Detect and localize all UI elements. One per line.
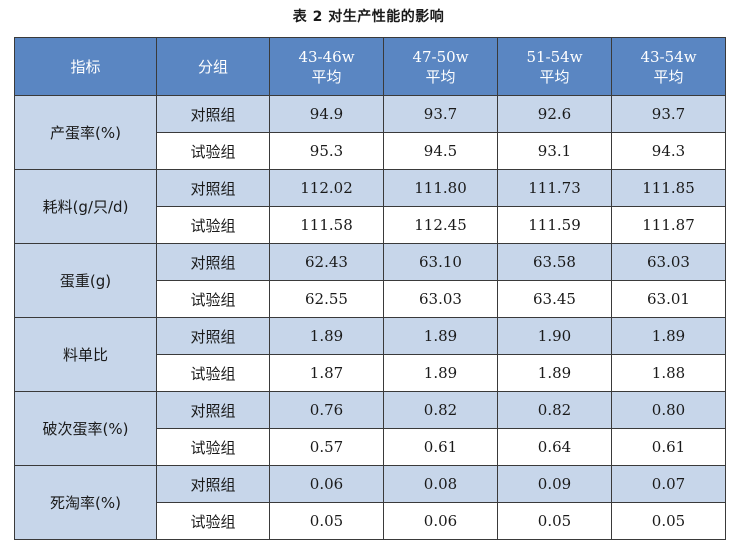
value-cell: 1.89 <box>383 317 498 355</box>
group-cell: 试验组 <box>156 206 270 244</box>
group-cell: 试验组 <box>156 132 270 170</box>
value-cell: 63.58 <box>497 243 612 281</box>
value-cell: 93.1 <box>497 132 612 170</box>
value-cell: 63.10 <box>383 243 498 281</box>
group-cell: 试验组 <box>156 354 270 392</box>
value-cell: 94.5 <box>383 132 498 170</box>
value-cell: 62.43 <box>269 243 384 281</box>
value-cell: 0.05 <box>611 502 726 540</box>
value-cell: 94.9 <box>269 95 384 133</box>
value-cell: 63.03 <box>383 280 498 318</box>
value-cell: 63.01 <box>611 280 726 318</box>
table-row: 试验组 1.87 1.89 1.89 1.88 <box>15 354 726 392</box>
metric-cell: 产蛋率(%) <box>14 95 157 170</box>
value-cell: 0.06 <box>383 502 498 540</box>
value-cell: 62.55 <box>269 280 384 318</box>
table-row: 试验组 62.55 63.03 63.45 63.01 <box>15 280 726 318</box>
group-cell: 试验组 <box>156 428 270 466</box>
value-cell: 63.45 <box>497 280 612 318</box>
value-cell: 95.3 <box>269 132 384 170</box>
value-cell: 111.59 <box>497 206 612 244</box>
value-cell: 1.89 <box>383 354 498 392</box>
metric-cell: 耗料(g/只/d) <box>14 169 157 244</box>
value-cell: 63.03 <box>611 243 726 281</box>
value-cell: 0.07 <box>611 465 726 503</box>
header-period-sub: 平均 <box>539 67 570 86</box>
value-cell: 0.05 <box>269 502 384 540</box>
table-row: 料单比 对照组 1.89 1.89 1.90 1.89 <box>14 317 726 392</box>
metric-cell: 破次蛋率(%) <box>14 391 157 466</box>
value-cell: 112.45 <box>383 206 498 244</box>
header-period-2: 47-50w 平均 <box>383 37 498 96</box>
metric-cell: 料单比 <box>14 317 157 392</box>
value-cell: 0.76 <box>269 391 384 429</box>
table-row: 耗料(g/只/d) 对照组 112.02 111.80 111.73 111.8… <box>14 169 726 244</box>
table-row: 破次蛋率(%) 对照组 0.76 0.82 0.82 0.80 <box>14 391 726 466</box>
value-cell: 1.88 <box>611 354 726 392</box>
group-cell: 对照组 <box>156 169 270 207</box>
group-cell: 对照组 <box>156 95 270 133</box>
header-period-range: 43-54w <box>640 47 697 66</box>
value-cell: 111.87 <box>611 206 726 244</box>
header-period-range: 47-50w <box>412 47 469 66</box>
value-cell: 1.89 <box>611 317 726 355</box>
table-row: 产蛋率(%) 对照组 94.9 93.7 92.6 93.7 <box>14 95 726 170</box>
value-cell: 1.90 <box>497 317 612 355</box>
value-cell: 1.89 <box>269 317 384 355</box>
header-group: 分组 <box>156 37 270 96</box>
metric-cell: 死淘率(%) <box>14 465 157 540</box>
metric-cell: 蛋重(g) <box>14 243 157 318</box>
header-period-sub: 平均 <box>425 67 456 86</box>
production-performance-table: 指标 分组 43-46w 平均 47-50w 平均 51-54w 平均 43-5… <box>14 37 726 540</box>
table-row: 蛋重(g) 对照组 62.43 63.10 63.58 63.03 <box>14 243 726 318</box>
header-period-range: 43-46w <box>298 47 355 66</box>
table-row: 试验组 0.57 0.61 0.64 0.61 <box>15 428 726 466</box>
group-cell: 试验组 <box>156 502 270 540</box>
table-row: 试验组 0.05 0.06 0.05 0.05 <box>15 502 726 540</box>
value-cell: 0.05 <box>497 502 612 540</box>
value-cell: 0.61 <box>383 428 498 466</box>
group-cell: 试验组 <box>156 280 270 318</box>
value-cell: 0.61 <box>611 428 726 466</box>
group-cell: 对照组 <box>156 465 270 503</box>
value-cell: 0.06 <box>269 465 384 503</box>
value-cell: 94.3 <box>611 132 726 170</box>
value-cell: 0.80 <box>611 391 726 429</box>
value-cell: 111.85 <box>611 169 726 207</box>
header-period-4: 43-54w 平均 <box>611 37 726 96</box>
header-period-range: 51-54w <box>526 47 583 66</box>
value-cell: 0.82 <box>383 391 498 429</box>
value-cell: 0.09 <box>497 465 612 503</box>
value-cell: 1.87 <box>269 354 384 392</box>
table-row: 死淘率(%) 对照组 0.06 0.08 0.09 0.07 <box>14 465 726 540</box>
value-cell: 0.82 <box>497 391 612 429</box>
header-period-sub: 平均 <box>311 67 342 86</box>
group-cell: 对照组 <box>156 317 270 355</box>
value-cell: 111.58 <box>269 206 384 244</box>
value-cell: 111.80 <box>383 169 498 207</box>
value-cell: 112.02 <box>269 169 384 207</box>
value-cell: 0.64 <box>497 428 612 466</box>
header-period-sub: 平均 <box>653 67 684 86</box>
value-cell: 111.73 <box>497 169 612 207</box>
header-period-3: 51-54w 平均 <box>497 37 612 96</box>
header-row: 指标 分组 43-46w 平均 47-50w 平均 51-54w 平均 43-5… <box>14 37 726 96</box>
value-cell: 0.08 <box>383 465 498 503</box>
header-period-1: 43-46w 平均 <box>269 37 384 96</box>
value-cell: 0.57 <box>269 428 384 466</box>
group-cell: 对照组 <box>156 391 270 429</box>
value-cell: 1.89 <box>497 354 612 392</box>
group-cell: 对照组 <box>156 243 270 281</box>
table-row: 试验组 111.58 112.45 111.59 111.87 <box>15 206 726 244</box>
table-row: 试验组 95.3 94.5 93.1 94.3 <box>15 132 726 170</box>
value-cell: 93.7 <box>611 95 726 133</box>
table-caption: 表 2 对生产性能的影响 <box>292 9 445 25</box>
header-metric: 指标 <box>14 37 157 96</box>
value-cell: 92.6 <box>497 95 612 133</box>
value-cell: 93.7 <box>383 95 498 133</box>
